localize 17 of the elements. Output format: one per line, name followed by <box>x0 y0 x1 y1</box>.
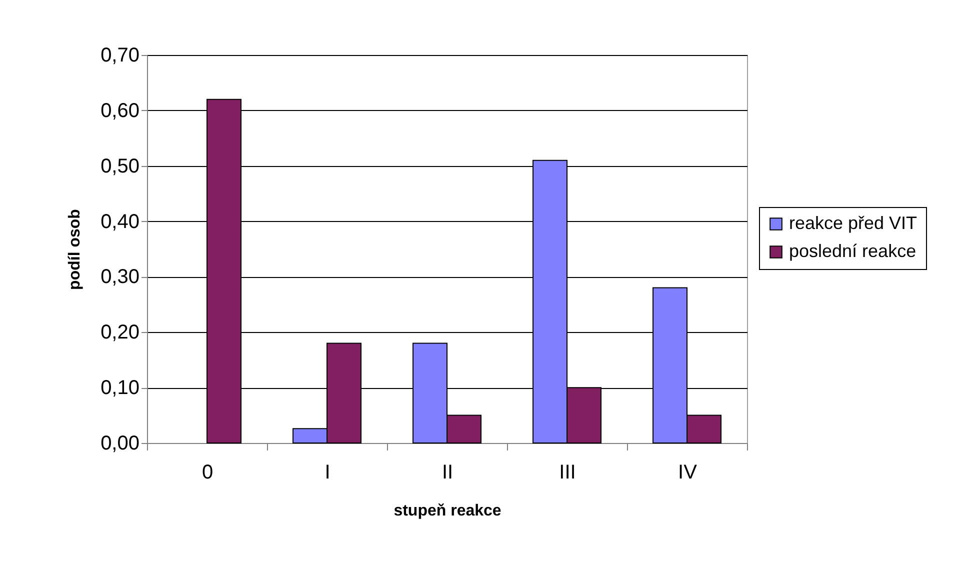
y-tick-label: 0,50 <box>100 155 140 178</box>
x-tick-label: IV <box>678 462 698 484</box>
y-tick-label: 0,10 <box>100 377 140 400</box>
y-tick-label: 0,60 <box>100 100 140 122</box>
legend-label: poslední reakce <box>789 241 916 261</box>
y-tick-label: 0,20 <box>100 322 140 344</box>
x-tick-label: II <box>442 462 454 484</box>
x-tick-label: III <box>559 462 576 484</box>
x-tick-label: 0 <box>202 462 214 484</box>
x-tick-label: I <box>324 462 330 484</box>
x-axis-title: stupeň reakce <box>394 502 502 520</box>
y-tick-label: 0,40 <box>100 210 140 233</box>
y-tick-label: 0,00 <box>100 432 140 454</box>
y-tick-label: 0,30 <box>100 266 140 288</box>
legend-label: reakce před VIT <box>789 213 918 233</box>
y-tick-label: 0,70 <box>100 44 140 66</box>
y-axis-title: podíl osob <box>66 208 84 290</box>
